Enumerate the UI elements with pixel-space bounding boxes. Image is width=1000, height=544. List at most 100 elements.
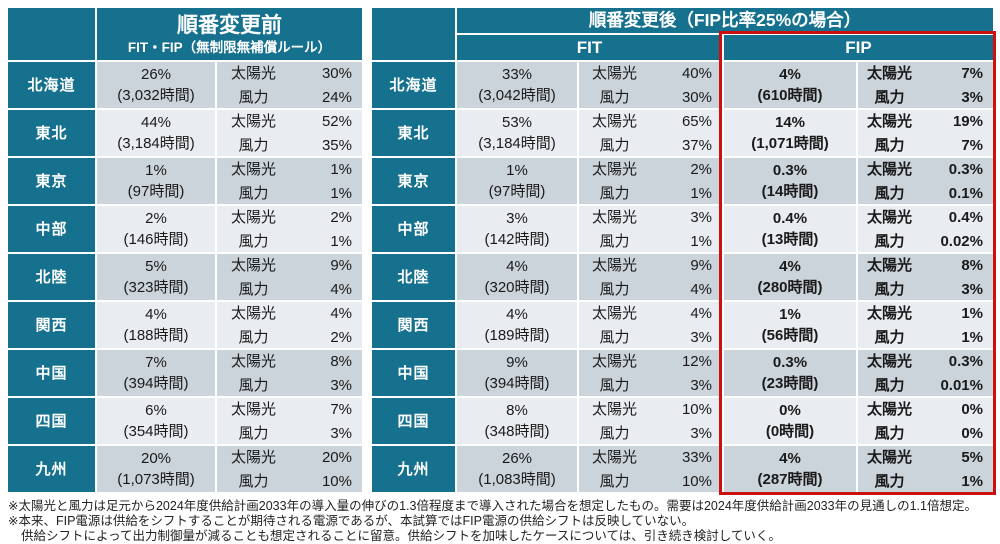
solar-label: 太陽光 — [591, 400, 637, 418]
wind-value: 0.1% — [948, 184, 983, 202]
solar-value: 1% — [961, 304, 983, 322]
region-name-cell: 中国 — [8, 350, 95, 396]
before-source-cell: 太陽光 52% 風力 35% — [217, 110, 362, 156]
region-name-cell: 北海道 — [372, 62, 455, 108]
wind-value: 1% — [690, 232, 712, 250]
solar-label: 太陽光 — [866, 304, 912, 322]
region-name-cell: 四国 — [8, 398, 95, 444]
fip-curtailment-cell: 0.3% (14時間) — [724, 158, 856, 204]
curtailment-hours: (189時間) — [484, 327, 550, 344]
wind-value: 3% — [690, 376, 712, 394]
curtailment-hours: (13時間) — [761, 231, 819, 248]
region-name: 東京 — [35, 172, 68, 190]
solar-label: 太陽光 — [591, 112, 637, 130]
wind-label: 風力 — [599, 184, 630, 202]
wind-value: 0.01% — [940, 376, 983, 394]
solar-label: 太陽光 — [230, 208, 276, 226]
curtailment-hours: (287時間) — [757, 471, 823, 488]
region-name: 東北 — [35, 124, 68, 142]
curtailment-hours: (1,071時間) — [751, 135, 829, 152]
curtailment-hours: (3,184時間) — [478, 135, 556, 152]
fit-curtailment-cell: 4% (320時間) — [457, 254, 577, 300]
solar-value: 30% — [321, 64, 352, 82]
curtailment-hours: (354時間) — [123, 423, 189, 440]
curtailment-hours: (394時間) — [484, 375, 550, 392]
curtailment-rate: 26% — [140, 66, 172, 83]
wind-value: 37% — [681, 136, 712, 154]
wind-value: 1% — [330, 232, 352, 250]
region-name-cell: 東京 — [8, 158, 95, 204]
curtailment-hours: (56時間) — [761, 327, 819, 344]
region-name-cell: 九州 — [8, 446, 95, 492]
wind-label: 風力 — [874, 424, 905, 442]
solar-value: 2% — [690, 160, 712, 178]
corner-header-cell — [372, 8, 455, 60]
before-source-cell: 太陽光 9% 風力 4% — [217, 254, 362, 300]
curtailment-rate: 1% — [779, 306, 801, 323]
wind-label: 風力 — [238, 424, 269, 442]
fip-curtailment-cell: 4% (610時間) — [724, 62, 856, 108]
solar-value: 2% — [330, 208, 352, 226]
region-name-cell: 中国 — [372, 350, 455, 396]
curtailment-hours: (610時間) — [757, 87, 823, 104]
wind-label: 風力 — [238, 88, 269, 106]
curtailment-rate: 53% — [501, 114, 533, 131]
fit-header: FIT — [576, 38, 603, 57]
wind-label: 風力 — [599, 280, 630, 298]
corner-header-cell — [8, 8, 95, 60]
region-name: 中国 — [35, 364, 68, 382]
fip-source-cell: 太陽光 0.3% 風力 0.1% — [858, 158, 993, 204]
fip-curtailment-cell: 14% (1,071時間) — [724, 110, 856, 156]
fip-source-cell: 太陽光 19% 風力 7% — [858, 110, 993, 156]
table-order-after: 順番変更後（FIP比率25%の場合） FIT FIP 北海道 33% (3,04… — [372, 8, 993, 492]
before-curtailment-cell: 6% (354時間) — [97, 398, 215, 444]
solar-label: 太陽光 — [866, 112, 912, 130]
fit-source-cell: 太陽光 40% 風力 30% — [579, 62, 722, 108]
solar-value: 7% — [330, 400, 352, 418]
curtailment-rate: 1% — [145, 162, 167, 179]
solar-label: 太陽光 — [591, 352, 637, 370]
curtailment-hours: (146時間) — [123, 231, 189, 248]
region-name-cell: 東京 — [372, 158, 455, 204]
fit-source-cell: 太陽光 12% 風力 3% — [579, 350, 722, 396]
curtailment-rate: 4% — [779, 450, 801, 467]
wind-value: 1% — [961, 328, 983, 346]
solar-label: 太陽光 — [591, 304, 637, 322]
wind-label: 風力 — [238, 136, 269, 154]
solar-label: 太陽光 — [591, 160, 637, 178]
curtailment-hours: (348時間) — [484, 423, 550, 440]
footnote-line: ※本来、FIP電源は供給をシフトすることが期待される電源であるが、本試算ではFI… — [8, 514, 695, 528]
curtailment-hours: (320時間) — [484, 279, 550, 296]
wind-value: 3% — [690, 328, 712, 346]
region-name: 北海道 — [389, 76, 438, 94]
solar-value: 5% — [961, 448, 983, 466]
wind-label: 風力 — [238, 472, 269, 490]
solar-label: 太陽光 — [866, 160, 912, 178]
fip-curtailment-cell: 0.3% (23時間) — [724, 350, 856, 396]
curtailment-hours: (97時間) — [127, 183, 185, 200]
solar-label: 太陽光 — [230, 448, 276, 466]
wind-value: 30% — [681, 88, 712, 106]
curtailment-rate: 26% — [501, 450, 533, 467]
wind-label: 風力 — [599, 472, 630, 490]
before-curtailment-cell: 5% (323時間) — [97, 254, 215, 300]
region-name: 九州 — [35, 460, 68, 478]
wind-label: 風力 — [874, 280, 905, 298]
solar-label: 太陽光 — [866, 64, 912, 82]
solar-value: 0.4% — [948, 208, 983, 226]
fit-curtailment-cell: 53% (3,184時間) — [457, 110, 577, 156]
curtailment-rate: 9% — [506, 354, 528, 371]
region-name-cell: 中部 — [8, 206, 95, 252]
solar-label: 太陽光 — [866, 352, 912, 370]
wind-label: 風力 — [238, 280, 269, 298]
solar-value: 33% — [681, 448, 712, 466]
wind-value: 24% — [321, 88, 352, 106]
solar-label: 太陽光 — [230, 64, 276, 82]
solar-value: 4% — [330, 304, 352, 322]
before-subtitle: FIT・FIP（無制限無補償ルール） — [127, 39, 332, 55]
solar-label: 太陽光 — [866, 208, 912, 226]
curtailment-hours: (394時間) — [123, 375, 189, 392]
wind-label: 風力 — [238, 184, 269, 202]
wind-label: 風力 — [238, 232, 269, 250]
